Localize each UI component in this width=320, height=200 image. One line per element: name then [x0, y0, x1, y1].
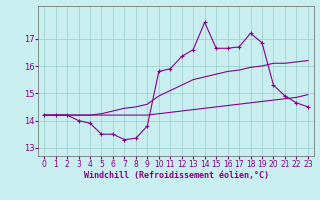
X-axis label: Windchill (Refroidissement éolien,°C): Windchill (Refroidissement éolien,°C) — [84, 171, 268, 180]
